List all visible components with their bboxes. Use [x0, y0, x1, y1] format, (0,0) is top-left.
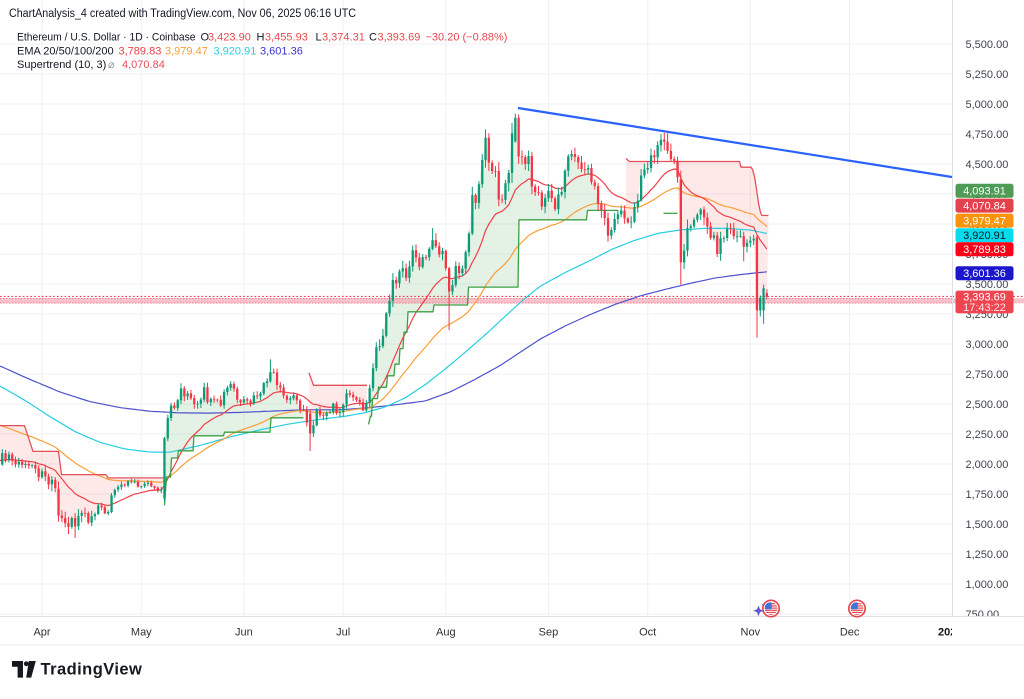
svg-text:3,500.00: 3,500.00 [966, 279, 1009, 291]
svg-text:C: C [369, 32, 377, 44]
svg-text:2,250.00: 2,250.00 [966, 429, 1009, 441]
svg-text:3,789.83: 3,789.83 [963, 244, 1006, 256]
svg-text:1,000.00: 1,000.00 [966, 579, 1009, 591]
svg-text:Jun: Jun [235, 627, 253, 639]
svg-text:3,920.91: 3,920.91 [214, 45, 257, 57]
svg-text:1,750.00: 1,750.00 [966, 489, 1009, 501]
svg-text:H: H [257, 32, 265, 44]
svg-text:3,601.36: 3,601.36 [963, 268, 1006, 280]
svg-text:⌀: ⌀ [108, 59, 115, 71]
svg-text:Dec: Dec [840, 627, 860, 639]
svg-text:ChartAnalysis_4 created with T: ChartAnalysis_4 created with TradingView… [9, 8, 356, 20]
svg-text:3,000.00: 3,000.00 [966, 339, 1009, 351]
svg-text:3,601.36: 3,601.36 [260, 45, 303, 57]
svg-text:3,455.93: 3,455.93 [265, 32, 308, 44]
svg-text:4,750.00: 4,750.00 [966, 129, 1009, 141]
svg-text:17:43:22: 17:43:22 [963, 302, 1006, 314]
svg-text:3,423.90: 3,423.90 [208, 32, 251, 44]
svg-text:−30.20 (−0.88%): −30.20 (−0.88%) [426, 32, 508, 44]
svg-text:4,070.84: 4,070.84 [122, 59, 165, 71]
svg-text:3,920.91: 3,920.91 [963, 230, 1006, 242]
svg-text:4,093.91: 4,093.91 [963, 186, 1006, 198]
svg-text:Jul: Jul [336, 627, 350, 639]
svg-text:May: May [131, 627, 152, 639]
svg-text:5,250.00: 5,250.00 [966, 69, 1009, 81]
svg-text:EMA 20/50/100/200: EMA 20/50/100/200 [17, 45, 114, 57]
svg-text:3,393.69: 3,393.69 [378, 32, 421, 44]
svg-text:2,500.00: 2,500.00 [966, 399, 1009, 411]
svg-text:Aug: Aug [436, 627, 456, 639]
svg-text:5,500.00: 5,500.00 [966, 39, 1009, 51]
svg-text:1,500.00: 1,500.00 [966, 519, 1009, 531]
svg-text:2,750.00: 2,750.00 [966, 369, 1009, 381]
svg-text:3,374.31: 3,374.31 [322, 32, 365, 44]
svg-text:3,789.83: 3,789.83 [119, 45, 162, 57]
svg-text:TradingView: TradingView [41, 660, 143, 678]
svg-text:4,070.84: 4,070.84 [963, 201, 1006, 213]
svg-text:Sep: Sep [539, 627, 559, 639]
svg-text:L: L [316, 32, 322, 44]
svg-text:2,000.00: 2,000.00 [966, 459, 1009, 471]
svg-text:Oct: Oct [639, 627, 656, 639]
svg-text:3,979.47: 3,979.47 [963, 216, 1006, 228]
svg-text:Ethereum / U.S. Dollar · 1D ·: Ethereum / U.S. Dollar · 1D · Coinbase [17, 32, 196, 44]
svg-text:4,500.00: 4,500.00 [966, 159, 1009, 171]
svg-text:Nov: Nov [741, 627, 761, 639]
svg-text:3,979.47: 3,979.47 [165, 45, 208, 57]
svg-text:1,250.00: 1,250.00 [966, 549, 1009, 561]
svg-text:Supertrend (10, 3): Supertrend (10, 3) [17, 59, 106, 71]
svg-text:Apr: Apr [33, 627, 50, 639]
svg-text:5,000.00: 5,000.00 [966, 99, 1009, 111]
